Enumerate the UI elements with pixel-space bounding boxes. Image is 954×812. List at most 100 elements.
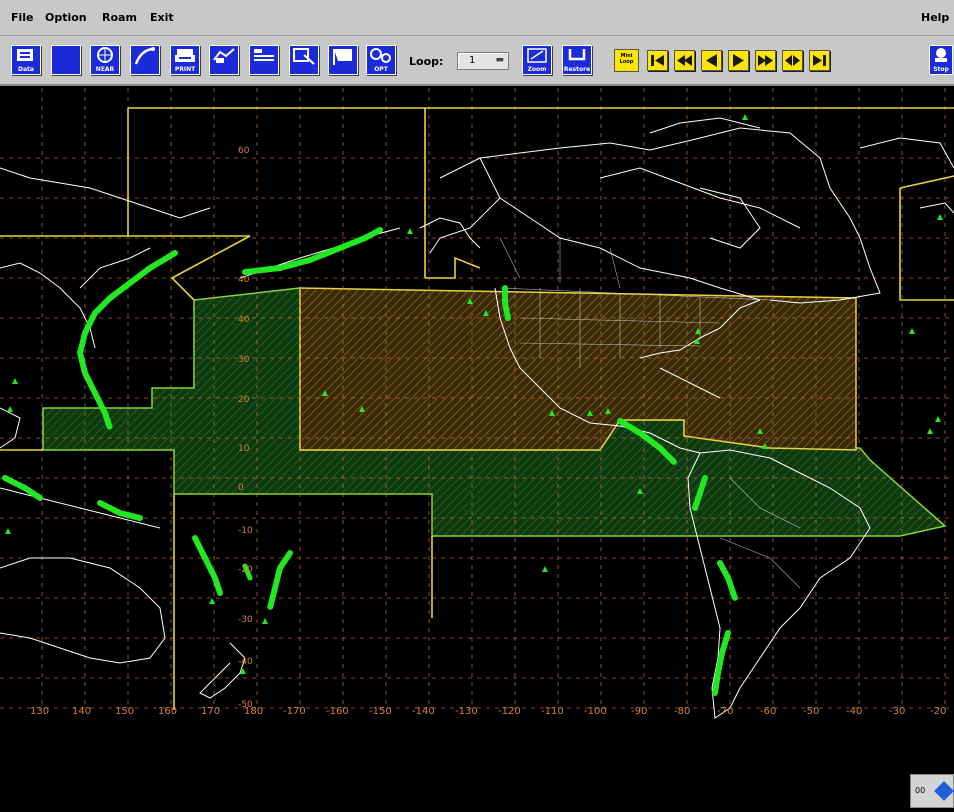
blank-button[interactable]: [51, 45, 81, 75]
step-forward-button[interactable]: [728, 50, 749, 71]
rewind-button[interactable]: [674, 50, 695, 71]
options-button-label: OPT: [374, 66, 388, 73]
near-button[interactable]: NEAR: [90, 45, 120, 75]
lon-label: -60: [760, 706, 777, 717]
near-button-label: NEAR: [95, 66, 115, 73]
loop-label: Loop:: [409, 55, 444, 68]
hatched-region: [299, 287, 857, 451]
menu-file[interactable]: File: [11, 11, 34, 24]
lon-label: -130: [455, 706, 478, 717]
map-view[interactable]: 60 40 40 30 20 10 0 -10 -20 -30 -40 -50 …: [0, 88, 954, 810]
menu-roam[interactable]: Roam: [102, 11, 137, 24]
legend-button[interactable]: [249, 45, 279, 75]
select-button[interactable]: [289, 45, 319, 75]
legend-icon: [254, 49, 274, 61]
print-button[interactable]: PRINT: [170, 45, 200, 75]
corner-control-text: 00: [915, 786, 926, 795]
lat-label: 10: [238, 444, 250, 454]
options-button[interactable]: OPT: [366, 45, 396, 75]
zoom-icon: [527, 48, 547, 63]
rock-button[interactable]: [782, 50, 803, 71]
loop-select[interactable]: 1 ▬: [457, 52, 509, 70]
data-button[interactable]: Data: [11, 45, 41, 75]
near-icon: [97, 47, 113, 63]
lon-label: -70: [717, 706, 734, 717]
map-canvas: [0, 88, 954, 719]
flag-button[interactable]: [328, 45, 358, 75]
overlay-button[interactable]: [209, 45, 239, 75]
sector-borders: [0, 107, 954, 710]
diamond-icon: [934, 781, 954, 801]
fast-forward-icon: [758, 55, 773, 66]
stop-icon: [935, 48, 947, 62]
lon-label: 150: [115, 706, 135, 717]
lat-label: 30: [238, 355, 250, 365]
menu-option[interactable]: Option: [45, 11, 87, 24]
lat-label: 0: [238, 483, 244, 493]
trajectory-icon: [134, 47, 155, 65]
print-icon: [175, 49, 195, 62]
lon-label: 170: [201, 706, 221, 717]
menu-exit[interactable]: Exit: [150, 11, 174, 24]
zoom-button[interactable]: Zoom: [522, 45, 552, 75]
rock-icon: [785, 55, 800, 66]
lat-label: 20: [238, 395, 250, 405]
data-icon: [17, 49, 33, 61]
lon-label: -120: [498, 706, 521, 717]
fast-forward-button[interactable]: [755, 50, 776, 71]
lat-label: -10: [238, 526, 253, 536]
lon-label: 160: [158, 706, 178, 717]
blank-icon: [52, 46, 80, 66]
lon-label: -100: [584, 706, 607, 717]
first-frame-button[interactable]: [647, 50, 668, 71]
flag-icon: [333, 49, 352, 65]
lon-label: -20: [930, 706, 947, 717]
first-frame-icon: [651, 55, 664, 66]
step-back-button[interactable]: [701, 50, 722, 71]
lon-label: 140: [72, 706, 92, 717]
menu-help[interactable]: Help: [921, 11, 950, 24]
lon-label: -150: [369, 706, 392, 717]
stop-button-label: Stop: [933, 66, 949, 73]
lon-label: -50: [803, 706, 820, 717]
step-back-icon: [706, 54, 717, 67]
lon-label: 130: [30, 706, 50, 717]
stop-button[interactable]: Stop: [929, 45, 953, 75]
political-borders: [499, 237, 801, 589]
lat-label: 40: [238, 275, 250, 285]
lon-label: -160: [326, 706, 349, 717]
lat-label: 60: [238, 146, 250, 156]
last-frame-icon: [813, 55, 826, 66]
lat-label: -40: [238, 657, 253, 667]
overlay-icon: [213, 48, 235, 63]
print-button-label: PRINT: [174, 66, 196, 73]
lon-label: -40: [846, 706, 863, 717]
last-frame-button[interactable]: [809, 50, 830, 71]
zoom-button-label: Zoom: [527, 66, 547, 73]
lat-label: 40: [238, 315, 250, 325]
mini-loop-button[interactable]: Mini Loop: [614, 49, 639, 72]
toolbar: Data NEAR PRINT OPT: [0, 36, 954, 86]
options-icon: [370, 48, 391, 63]
observation-markers: [2, 114, 943, 696]
data-button-label: Data: [18, 66, 34, 73]
lat-lon-grid: [0, 88, 954, 709]
restore-icon: [568, 49, 586, 61]
trajectory-button[interactable]: [130, 45, 160, 75]
corner-control[interactable]: 00: [910, 774, 954, 808]
menu-bar: File Option Roam Exit Help: [0, 0, 954, 36]
lon-label: 180: [244, 706, 264, 717]
chevron-down-icon: ▬: [495, 55, 504, 65]
restore-button[interactable]: Restore: [562, 45, 592, 75]
lon-label: -110: [541, 706, 564, 717]
lat-label: -20: [238, 565, 253, 575]
lon-label: -80: [674, 706, 691, 717]
restore-button-label: Restore: [563, 66, 591, 73]
lon-label: -170: [283, 706, 306, 717]
lon-label: -90: [631, 706, 648, 717]
loop-value: 1: [469, 55, 476, 66]
lon-label: -140: [412, 706, 435, 717]
rewind-icon: [677, 55, 692, 66]
lat-label: -50: [238, 700, 253, 710]
